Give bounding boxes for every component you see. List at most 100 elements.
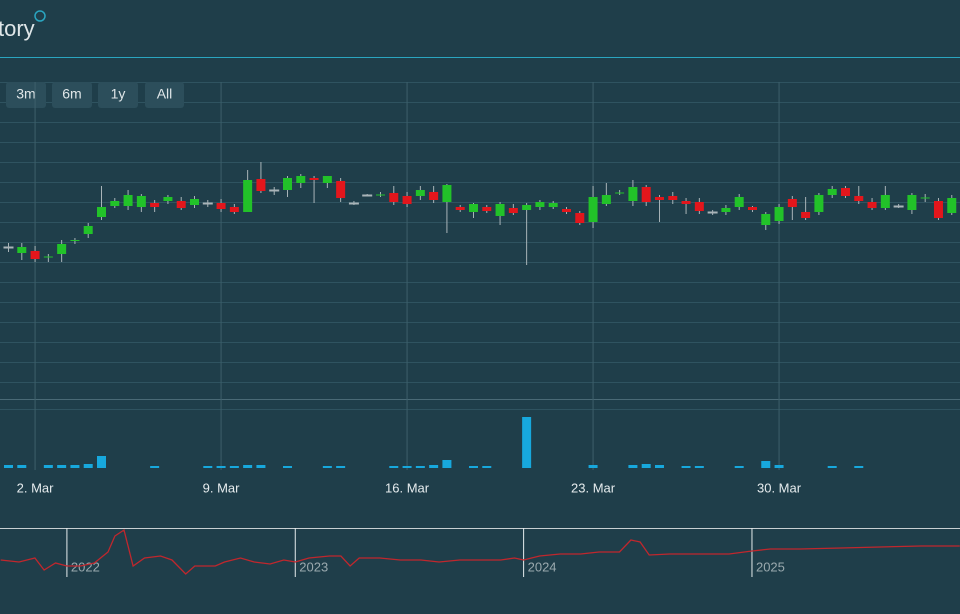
candle-body (362, 194, 373, 197)
range-button-label[interactable]: 6m (62, 86, 81, 102)
candle-body (907, 195, 917, 210)
candle-body (522, 205, 532, 210)
candle-body (721, 208, 731, 212)
volume-bar (442, 460, 452, 468)
candle-body (402, 196, 412, 204)
candle-body (801, 212, 811, 218)
candle-body (189, 199, 199, 205)
candle-body (468, 204, 478, 212)
volume-bar (468, 466, 478, 468)
candle-body (561, 209, 571, 212)
volume-bar (389, 466, 399, 468)
candle-body (774, 207, 784, 221)
navigator-line (0, 528, 960, 575)
candle-body (535, 202, 545, 207)
candle-body (57, 244, 67, 254)
volume-bar (97, 456, 107, 468)
candle-body (322, 176, 332, 183)
candle-body (269, 189, 280, 192)
candle-body (282, 178, 292, 190)
candle-body (761, 214, 771, 225)
candle-body (389, 193, 399, 202)
candle-body (176, 201, 186, 208)
candle-body (150, 203, 160, 207)
candle-body (163, 197, 173, 201)
range-button-label[interactable]: 1y (111, 86, 126, 102)
range-button[interactable] (145, 82, 184, 108)
candle-body (83, 226, 93, 234)
candle-body (43, 256, 53, 258)
candle-body (920, 197, 930, 199)
candle-body (933, 201, 943, 218)
candle-body (707, 211, 718, 214)
candle-body (336, 181, 346, 198)
range-button[interactable] (52, 82, 92, 108)
volume-bar (4, 465, 14, 468)
range-button-label[interactable]: All (157, 86, 173, 102)
candle-body (734, 197, 744, 207)
candle-body (375, 194, 385, 196)
volume-bar (641, 464, 651, 468)
candle-body (814, 195, 824, 212)
candle-body (309, 178, 319, 180)
volume-bar (70, 465, 80, 468)
volume-bar (256, 465, 266, 468)
candle-body (854, 196, 864, 201)
navigator-tick-label: 2024 (528, 559, 557, 574)
range-button[interactable] (6, 82, 46, 108)
volume-bar (203, 466, 213, 468)
volume-bar (415, 466, 425, 468)
volume-bar (43, 465, 53, 468)
volume-bar (694, 466, 704, 468)
x-tick-label: 30. Mar (757, 480, 802, 495)
candle-body (3, 246, 14, 249)
volume-bar (322, 466, 332, 468)
volume-bar (429, 465, 439, 468)
candle-body (747, 207, 757, 210)
volume-bar (774, 465, 784, 468)
volume-bar (402, 466, 412, 468)
candle-body (654, 197, 664, 200)
candle-body (628, 187, 638, 201)
candle-body (787, 199, 797, 207)
x-tick-label: 23. Mar (571, 480, 616, 495)
candle-body (867, 202, 877, 208)
volume-bar (282, 466, 292, 468)
volume-bar (522, 417, 532, 468)
navigator-tick-label: 2023 (299, 559, 328, 574)
candle-body (641, 187, 651, 202)
candle-body (110, 201, 120, 206)
volume-bar (243, 465, 253, 468)
volume-bar (229, 466, 239, 468)
candle-body (455, 207, 465, 210)
candle-body (601, 195, 611, 204)
volume-bar (336, 466, 346, 468)
price-pane (0, 82, 960, 398)
candle-body (229, 207, 239, 212)
volume-bar (827, 466, 837, 468)
volume-bar (854, 466, 864, 468)
candle-body (348, 202, 359, 205)
volume-bar (734, 466, 744, 468)
range-button[interactable] (98, 82, 138, 108)
title-icon (34, 10, 46, 22)
candle-body (243, 180, 253, 212)
volume-bar (57, 465, 67, 468)
candle-body (588, 197, 598, 222)
candle-body (202, 202, 213, 205)
candle-body (694, 202, 704, 211)
navigator-tick-label: 2025 (756, 559, 785, 574)
candle-body (123, 195, 133, 206)
candle-body (482, 207, 492, 211)
range-button-label[interactable]: 3m (16, 86, 35, 102)
volume-bar (482, 466, 492, 468)
volume-bar (588, 465, 598, 468)
volume-bar (654, 465, 664, 468)
candle-body (136, 196, 146, 207)
volume-bar (628, 465, 638, 468)
candle-body (880, 195, 890, 208)
candle-body (296, 176, 306, 183)
volume-bar (216, 466, 226, 468)
candle-body (893, 205, 904, 208)
